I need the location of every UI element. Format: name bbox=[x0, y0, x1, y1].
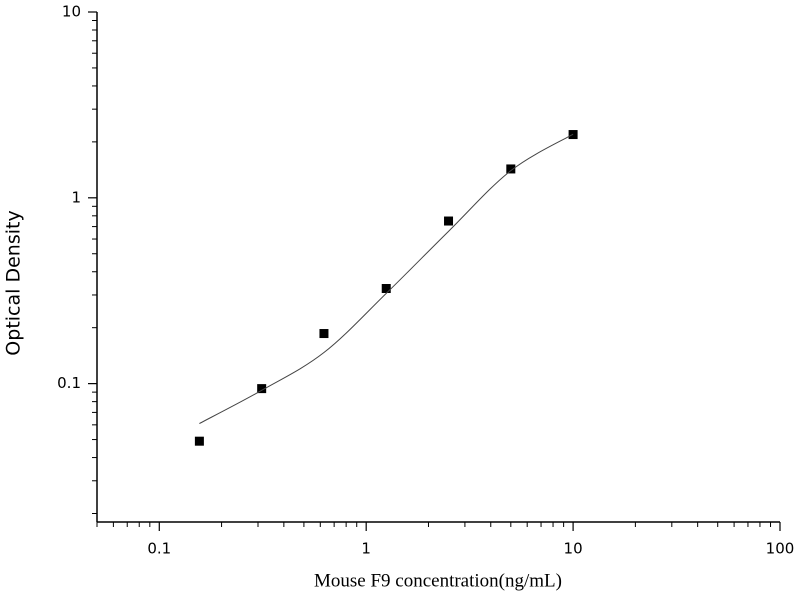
y-tick-label: 10 bbox=[62, 3, 81, 21]
data-point bbox=[257, 384, 267, 394]
x-tick-label: 100 bbox=[766, 540, 795, 558]
y-axis-label: Optical Density bbox=[3, 210, 25, 355]
data-point bbox=[506, 164, 516, 174]
x-tick-label: 0.1 bbox=[147, 540, 171, 558]
data-point bbox=[319, 329, 329, 339]
fit-curve bbox=[199, 133, 574, 424]
x-tick-label: 10 bbox=[564, 540, 583, 558]
x-tick-label: 1 bbox=[361, 540, 371, 558]
data-point bbox=[444, 216, 454, 226]
y-tick-label: 0.1 bbox=[57, 374, 81, 392]
data-point bbox=[381, 284, 391, 294]
data-point bbox=[194, 436, 204, 446]
x-axis-label: Mouse F9 concentration(ng/mL) bbox=[314, 570, 562, 591]
y-tick-label: 1 bbox=[71, 188, 81, 206]
